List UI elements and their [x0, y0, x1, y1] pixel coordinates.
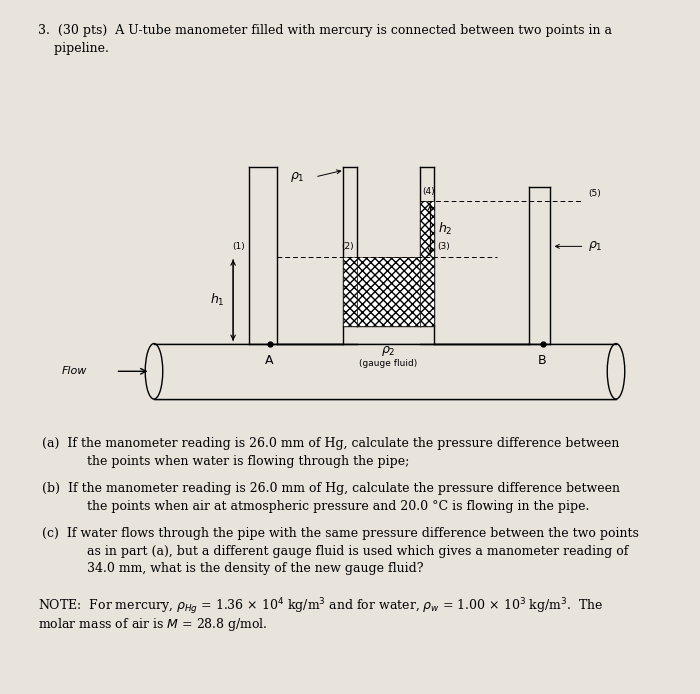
- Bar: [420, 201, 434, 326]
- Text: (gauge fluid): (gauge fluid): [359, 359, 418, 369]
- Text: $\rho_2$: $\rho_2$: [382, 344, 395, 357]
- Ellipse shape: [146, 344, 162, 399]
- Text: Flow: Flow: [62, 366, 88, 376]
- Bar: [343, 257, 357, 326]
- Text: (1): (1): [232, 242, 245, 251]
- Text: (a)  If the manometer reading is 26.0 mm of Hg, calculate the pressure differenc: (a) If the manometer reading is 26.0 mm …: [42, 437, 620, 450]
- Text: as in part (a), but a different gauge fluid is used which gives a manometer read: as in part (a), but a different gauge fl…: [63, 545, 629, 558]
- Text: (b)  If the manometer reading is 26.0 mm of Hg, calculate the pressure differenc: (b) If the manometer reading is 26.0 mm …: [42, 482, 620, 496]
- Text: molar mass of air is $M$ = 28.8 g/mol.: molar mass of air is $M$ = 28.8 g/mol.: [38, 616, 268, 633]
- Text: $h_2$: $h_2$: [438, 221, 452, 237]
- Text: (4): (4): [422, 187, 435, 196]
- Text: (5): (5): [588, 189, 601, 198]
- Text: 34.0 mm, what is the density of the new gauge fluid?: 34.0 mm, what is the density of the new …: [63, 562, 424, 575]
- Text: the points when air at atmospheric pressure and 20.0 °C is flowing in the pipe.: the points when air at atmospheric press…: [63, 500, 589, 513]
- Text: NOTE:  For mercury, $\rho_{Hg}$ = 1.36 × 10$^4$ kg/m$^3$ and for water, $\rho_w$: NOTE: For mercury, $\rho_{Hg}$ = 1.36 × …: [38, 597, 604, 618]
- Text: B: B: [538, 354, 547, 367]
- Text: (3): (3): [438, 242, 450, 251]
- Text: $\rho_1$: $\rho_1$: [588, 239, 603, 253]
- Text: (c)  If water flows through the pipe with the same pressure difference between t: (c) If water flows through the pipe with…: [42, 527, 639, 541]
- Text: $h_1$: $h_1$: [210, 292, 225, 308]
- Text: 3.  (30 pts)  A U-tube manometer filled with mercury is connected between two po: 3. (30 pts) A U-tube manometer filled wi…: [38, 24, 612, 37]
- Text: pipeline.: pipeline.: [38, 42, 109, 55]
- Bar: [357, 257, 420, 326]
- Text: (2): (2): [341, 242, 354, 251]
- Text: the points when water is flowing through the pipe;: the points when water is flowing through…: [63, 455, 410, 468]
- Ellipse shape: [608, 344, 624, 399]
- Bar: [154, 344, 616, 399]
- Text: $\rho_1$: $\rho_1$: [290, 170, 304, 184]
- Text: A: A: [265, 354, 274, 367]
